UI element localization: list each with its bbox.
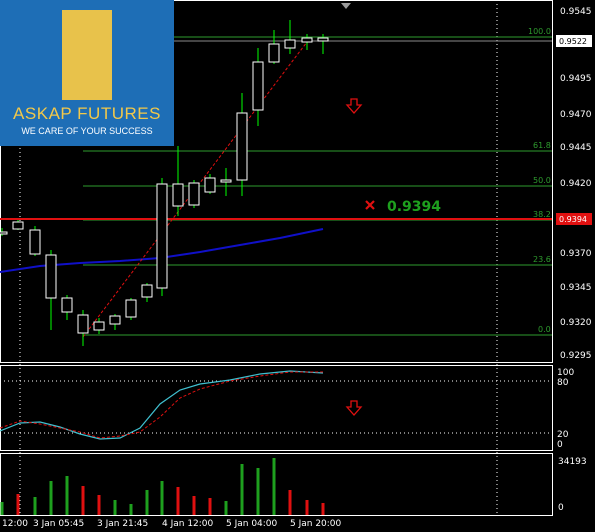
volume-bar (224, 501, 228, 515)
volume-bar (256, 468, 260, 515)
volume-bar (192, 496, 196, 515)
time-label: 12:00 (2, 519, 28, 529)
volume-bar (0, 502, 4, 515)
svg-text:0.9394: 0.9394 (559, 215, 587, 224)
candle-body (317, 37, 329, 42)
price-axis: 0.9545 0.9495 0.9470 0.9445 0.9420 0.937… (560, 7, 592, 361)
time-label: 3 Jan 21:45 (97, 519, 148, 529)
candle-body (45, 254, 57, 299)
candle-body (220, 179, 232, 183)
chart-shift-marker-icon[interactable] (341, 3, 351, 9)
volume-bar (33, 497, 37, 515)
candle-body (61, 297, 73, 313)
signal-price-label: 0.9394 (387, 199, 441, 215)
volume-bar (208, 498, 212, 515)
oscillator-levels (0, 380, 552, 434)
candle-body (204, 177, 216, 193)
time-label: 3 Jan 05:45 (33, 519, 84, 529)
volume-axis-zero: 0 (558, 503, 564, 513)
volume-bar (321, 503, 325, 515)
sell-arrow-oscillator-icon[interactable] (345, 400, 363, 416)
time-label: 4 Jan 12:00 (162, 519, 214, 529)
fib-label-38-2: 38.2 (533, 210, 551, 219)
logo-title: ASKAP FUTURES (13, 104, 161, 123)
price-label: 0.9445 (560, 143, 592, 153)
candles (0, 20, 329, 346)
volume-bar (129, 504, 133, 515)
logo: ASKAP FUTURES WE CARE OF YOUR SUCCESS (0, 0, 174, 146)
volume-bar (81, 486, 85, 515)
oscillator-signal-line (0, 371, 323, 439)
fib-label-61-8: 61.8 (533, 141, 551, 150)
logo-tagline: WE CARE OF YOUR SUCCESS (21, 126, 153, 136)
volume-bar (272, 458, 276, 515)
price-label: 0.9420 (560, 179, 592, 189)
price-label: 0.9345 (560, 283, 592, 293)
candle-body (109, 315, 121, 325)
x-icon (365, 200, 375, 210)
volume-bars (0, 458, 325, 515)
candle-body (0, 231, 8, 235)
fib-label-23-6: 23.6 (533, 255, 551, 264)
volume-bar (176, 487, 180, 515)
time-label: 5 Jan 20:00 (290, 519, 342, 529)
candle-body (77, 314, 89, 334)
candle-body (156, 183, 168, 289)
oscillator-label: 0 (557, 440, 563, 450)
oscillator-label: 100 (557, 368, 574, 378)
volume-bar (145, 490, 149, 515)
price-label: 0.9370 (560, 249, 592, 259)
price-label: 0.9470 (560, 110, 592, 120)
logo-mark-icon (62, 10, 112, 100)
candle-body (236, 112, 248, 181)
volume-bar (240, 464, 244, 515)
volume-bar (305, 500, 309, 515)
fib-label-0: 0.0 (538, 325, 551, 334)
oscillator-label: 20 (557, 430, 569, 440)
volume-bar (288, 490, 292, 515)
price-label: 0.9545 (560, 7, 592, 17)
volume-bar (16, 494, 20, 515)
volume-bar (65, 476, 69, 515)
candle-body (284, 39, 296, 49)
volume-bar (160, 481, 164, 515)
sell-arrow-icon[interactable] (345, 98, 363, 114)
svg-text:0.9522: 0.9522 (559, 37, 587, 46)
candle-body (93, 321, 105, 331)
time-label: 5 Jan 04:00 (226, 519, 278, 529)
volume-bar (97, 495, 101, 515)
price-label: 0.9295 (560, 351, 592, 361)
oscillator-main-line (0, 370, 324, 440)
oscillator-label: 80 (557, 378, 569, 388)
candle-body (29, 229, 41, 255)
candle-body (172, 183, 184, 207)
volume-bar (49, 481, 53, 515)
panel-borders (0, 0, 553, 516)
price-label: 0.9320 (560, 318, 592, 328)
time-axis: 12:00 3 Jan 05:45 3 Jan 21:45 4 Jan 12:0… (2, 519, 342, 529)
fib-label-50: 50.0 (533, 176, 551, 185)
fib-label-100: 100.0 (528, 27, 551, 36)
candle-body (301, 37, 313, 43)
candle-body (12, 221, 24, 230)
price-label: 0.9495 (560, 74, 592, 84)
volume-bar (113, 500, 117, 515)
candle-body (252, 61, 264, 111)
oscillator-axis: 100 80 20 0 (557, 368, 574, 450)
volume-axis-label: 34193 (558, 457, 587, 467)
marker-price-tag: 0.9394 (556, 213, 592, 225)
candle-body (188, 182, 200, 206)
candle-body (141, 284, 153, 298)
candle-body (268, 43, 280, 63)
current-price-tag: 0.9522 (556, 35, 592, 47)
candle-body (125, 299, 137, 318)
